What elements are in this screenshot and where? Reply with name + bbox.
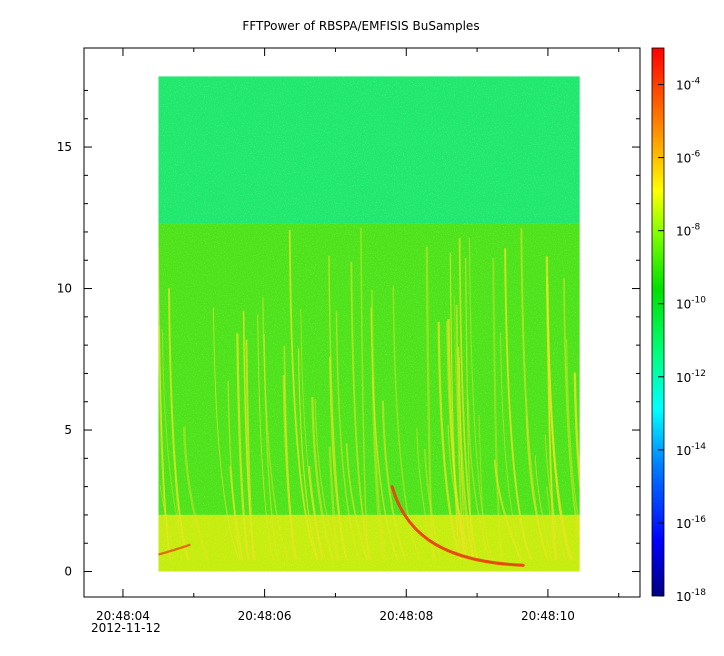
x-tick-label: 20:48:06 — [238, 609, 292, 623]
x-axis: 20:48:04 20:48:06 20:48:08 20:48:10 — [96, 48, 620, 623]
colorbar-gradient — [651, 47, 665, 597]
x-tick-label: 20:48:10 — [521, 609, 575, 623]
y-tick-label: 15 — [57, 140, 72, 154]
colorbar-tick-label: 10-18 — [676, 588, 706, 604]
colorbar-tick-label: 10-12 — [676, 369, 706, 385]
colorbar-tick-label: 10-8 — [676, 223, 701, 239]
x-date-label: 2012-11-12 — [91, 621, 161, 635]
colorbar-tick-label: 10-16 — [676, 515, 706, 531]
y-tick-label: 0 — [64, 565, 72, 579]
colorbar-tick-label: 10-10 — [676, 296, 706, 312]
y-tick-label: 5 — [64, 423, 72, 437]
plot-area: 0 5 10 15 20:48:04 20:48:06 20:48:08 20:48:10 — [57, 47, 641, 623]
colorbar-tick-label: 10-6 — [676, 150, 701, 166]
chart-title: FFTPower of RBSPA/EMFISIS BuSamples — [242, 19, 479, 33]
colorbar-tick-label: 10-14 — [676, 442, 706, 458]
y-tick-label: 10 — [57, 282, 72, 296]
spectrogram-image — [158, 76, 580, 572]
whistler-trace — [390, 485, 525, 567]
y-axis: 0 5 10 15 — [57, 89, 640, 579]
low-band-trace — [158, 543, 191, 556]
x-tick-label: 20:48:08 — [379, 609, 433, 623]
x-tick-label: 20:48:04 — [96, 609, 150, 623]
colorbar-tick-label: 10-4 — [676, 77, 701, 93]
colorbar: 10-18 10-16 10-14 10-12 10-10 10-8 10-6 10-4 — [651, 47, 706, 604]
colorbar-ticks: 10-18 10-16 10-14 10-12 10-10 10-8 10-6 10-4 — [658, 77, 706, 604]
noise-texture — [158, 76, 580, 572]
